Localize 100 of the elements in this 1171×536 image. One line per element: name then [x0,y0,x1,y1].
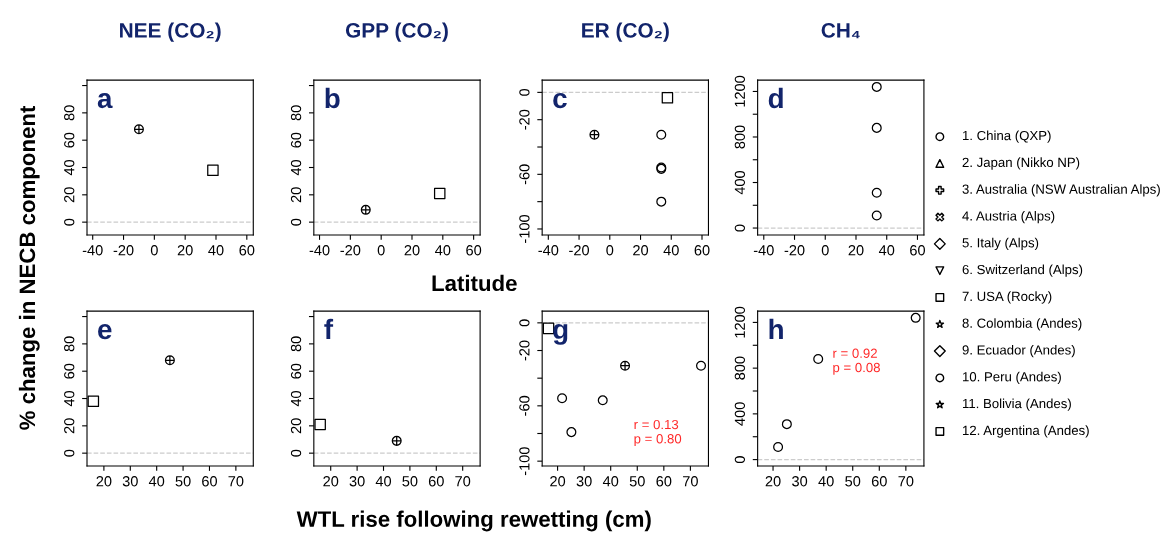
x-tick-label: 40 [375,476,392,487]
x-tick-label: 20 [765,476,781,487]
y-tick-label: 800 [734,125,746,149]
y-tick-label: 20 [290,187,302,203]
y-tick-label: -20 [519,109,530,130]
x-tick-label: -20 [113,245,134,256]
y-tick-label: 400 [734,170,746,195]
chart-title: d [768,87,783,109]
y-tick-label: -100 [519,447,530,476]
y-tick-label: 0 [64,449,75,457]
text: 6. Switzerland (Alps) [962,264,1083,277]
x-tick-label: 50 [175,476,191,487]
x-tick-label: 50 [402,476,418,487]
y-tick-label: 0 [519,319,530,327]
x-tick-label: -20 [784,245,805,256]
x-tick-label: 30 [122,476,138,487]
x-tick-label: 60 [239,245,255,256]
y-tick-label: 40 [290,159,302,176]
y-tick-label: 40 [64,159,75,176]
x-tick-label: -40 [82,245,103,256]
x-tick-label: 30 [576,476,592,487]
x-tick-label: 50 [629,476,645,487]
x-axis-title: WTL rise following rewetting (cm) [296,510,651,532]
chart-title: b [325,87,340,109]
y-tick-label: 60 [64,363,75,379]
y-tick-label: -60 [519,395,530,416]
x-tick-label: -40 [309,245,330,256]
text: 10. Peru (Andes) [962,371,1061,385]
x-tick-label: 20 [96,476,112,487]
y-tick-label: 0 [290,218,302,226]
x-tick-label: 0 [821,245,829,256]
y-tick-label: -100 [519,214,530,243]
x-tick-label: 70 [228,476,244,487]
text: 9. Ecuador (Andes) [962,344,1075,358]
x-tick-label: 40 [663,245,679,256]
text: 8. Colombia (Andes) [962,318,1082,331]
x-tick-label: 20 [633,245,649,256]
chart-subtitle: CH₄ [821,23,860,39]
y-tick-label: 0 [734,456,746,464]
x-tick-label: 0 [150,245,158,256]
x-tick-label: -20 [340,245,361,256]
x-tick-label: 40 [435,245,451,256]
y-tick-label: 80 [64,336,75,352]
y-tick-label: -20 [519,340,530,361]
y-tick-label: 40 [64,390,75,407]
y-tick-label: -60 [519,164,530,185]
y-tick-label: 80 [64,105,75,121]
y-tick-label: 80 [290,336,302,352]
x-tick-label: 40 [602,476,619,487]
x-tick-label: 70 [898,476,914,487]
x-tick-label: 40 [878,245,895,256]
y-tick-label: 60 [64,132,75,148]
y-tick-label: 0 [519,88,530,96]
x-tick-label: 0 [606,245,614,256]
x-tick-label: 60 [202,476,218,487]
x-tick-label: 50 [845,476,861,487]
text: 2. Japan (Nikko NP) [962,157,1080,170]
y-tick-label: 60 [290,363,302,379]
chart-subtitle: GPP (CO₂) [345,22,448,42]
x-tick-label: 60 [871,476,887,487]
x-tick-label: 20 [550,476,566,487]
text: 11. Bolivia (Andes) [962,398,1071,411]
chart-title: e [98,324,112,340]
y-tick-label: 0 [64,218,75,226]
y-tick-label: 40 [290,390,302,407]
x-tick-label: 60 [656,476,672,487]
chart-title: c [553,93,567,109]
chart-title: f [324,318,334,339]
text: 4. Austria (Alps) [962,210,1055,224]
y-tick-label: 20 [64,418,75,434]
y-axis-title: % change in NECB component [18,105,40,430]
x-tick-label: 30 [792,476,808,487]
y-tick-label: 20 [290,418,302,434]
chart-title: g [553,323,568,345]
x-tick-label: 20 [323,476,339,487]
x-tick-label: -40 [538,245,559,256]
x-tick-label: 20 [848,245,864,256]
y-tick-label: 800 [734,356,746,380]
x-tick-label: 40 [208,245,224,256]
x-tick-label: 70 [683,476,698,487]
chart-subtitle: NEE (CO₂) [120,22,221,42]
chart-subtitle: ER (CO₂) [582,22,669,42]
y-tick-label: 0 [734,224,746,232]
text: Latitude [432,274,517,292]
text: 3. Australia (NSW Australian Alps) [962,184,1160,197]
x-tick-label: -20 [569,245,590,256]
text: 5. Italy (Alps) [962,237,1039,251]
text: 7. USA (Rocky) [962,291,1052,304]
x-tick-label: 70 [455,476,471,487]
x-tick-label: 0 [377,245,385,256]
x-tick-label: 60 [428,476,444,487]
annotation: r = 0.13 p = 0.80 [634,419,682,447]
y-tick-label: 60 [290,132,302,148]
y-tick-label: 0 [290,449,302,457]
chart-title: a [97,93,113,109]
x-tick-label: 60 [910,245,926,256]
annotation: r = 0.92 p = 0.08 [833,348,880,375]
text: 1. China (QXP) [962,130,1051,143]
x-tick-label: 20 [177,245,193,256]
y-tick-label: 1200 [734,75,746,107]
